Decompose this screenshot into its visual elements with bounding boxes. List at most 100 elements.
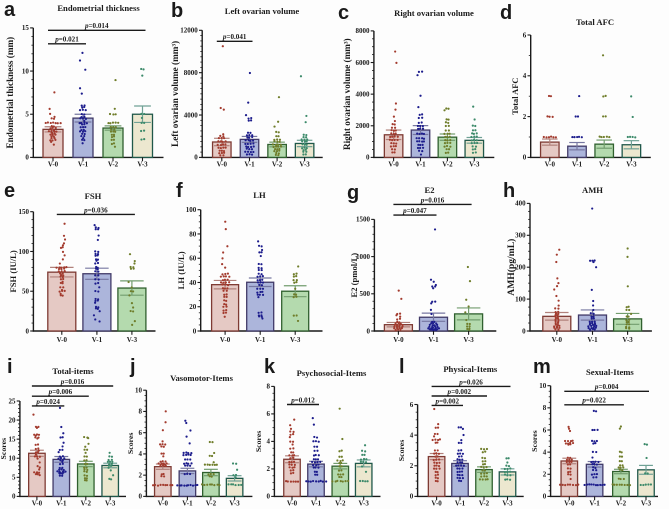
svg-text:LH: LH <box>253 190 266 200</box>
svg-text:V-2: V-2 <box>206 500 217 508</box>
svg-text:0: 0 <box>366 154 370 162</box>
svg-text:V-3: V-3 <box>502 500 513 508</box>
svg-text:l: l <box>399 356 405 378</box>
svg-text:Vasomotor-Items: Vasomotor-Items <box>170 373 234 383</box>
svg-text:Left ovarian volume (mm³): Left ovarian volume (mm³) <box>170 41 180 147</box>
svg-text:200: 200 <box>515 264 526 272</box>
svg-text:0: 0 <box>367 327 371 335</box>
svg-text:Psychosocial-Items: Psychosocial-Items <box>297 368 367 378</box>
svg-text:0: 0 <box>522 327 526 335</box>
svg-text:E2 (pmol/L): E2 (pmol/L) <box>349 253 359 298</box>
svg-text:10: 10 <box>135 387 143 395</box>
svg-text:2: 2 <box>267 465 271 473</box>
svg-text:p=0.036: p=0.036 <box>83 206 108 214</box>
svg-text:V-2: V-2 <box>335 500 346 508</box>
svg-text:V-3: V-3 <box>105 500 116 508</box>
svg-text:E2: E2 <box>424 185 434 195</box>
svg-text:4: 4 <box>543 448 547 456</box>
svg-text:AMH(pg/mL): AMH(pg/mL) <box>506 239 517 296</box>
svg-text:b: b <box>171 0 183 22</box>
svg-text:V-1: V-1 <box>311 500 322 508</box>
svg-text:Scores: Scores <box>397 440 406 462</box>
svg-text:10: 10 <box>539 382 547 390</box>
svg-text:p=0.021: p=0.021 <box>54 36 79 44</box>
svg-text:e: e <box>4 180 15 202</box>
svg-text:V-3: V-3 <box>359 500 370 508</box>
svg-text:FSH: FSH <box>85 191 102 201</box>
svg-text:V-1: V-1 <box>56 500 67 508</box>
svg-text:0: 0 <box>26 327 30 335</box>
svg-text:6: 6 <box>139 429 143 437</box>
svg-text:0: 0 <box>194 154 198 162</box>
svg-text:V-0: V-0 <box>158 500 169 508</box>
svg-text:V-3: V-3 <box>463 336 474 344</box>
svg-text:AMH: AMH <box>582 185 603 195</box>
svg-text:8: 8 <box>543 404 547 412</box>
svg-text:2: 2 <box>139 471 143 479</box>
svg-text:0: 0 <box>139 493 143 501</box>
svg-text:V-3: V-3 <box>469 161 480 169</box>
svg-text:V-3: V-3 <box>127 336 138 344</box>
svg-text:V-2: V-2 <box>108 161 119 169</box>
svg-text:V-1: V-1 <box>244 161 255 169</box>
svg-text:V-1: V-1 <box>572 161 583 169</box>
svg-text:p=0.026: p=0.026 <box>458 378 483 386</box>
svg-text:0: 0 <box>267 493 271 501</box>
svg-text:V-0: V-0 <box>217 161 228 169</box>
svg-text:V-3: V-3 <box>622 336 633 344</box>
svg-text:V-3: V-3 <box>299 161 310 169</box>
svg-text:p=0.002: p=0.002 <box>447 388 472 396</box>
svg-text:5: 5 <box>12 474 16 482</box>
svg-text:V-2: V-2 <box>599 161 610 169</box>
svg-text:V-0: V-0 <box>552 336 563 344</box>
svg-text:p=0.004: p=0.004 <box>594 383 619 391</box>
svg-text:Scores: Scores <box>530 430 539 452</box>
svg-text:V-2: V-2 <box>81 500 92 508</box>
svg-text:V-1: V-1 <box>587 336 598 344</box>
svg-text:V-0: V-0 <box>57 336 68 344</box>
svg-text:d: d <box>500 2 512 24</box>
svg-text:p=0.024: p=0.024 <box>35 398 60 406</box>
svg-text:p=0.047: p=0.047 <box>402 207 427 215</box>
svg-text:Left ovarian volume: Left ovarian volume <box>225 6 300 16</box>
svg-text:V-1: V-1 <box>415 161 426 169</box>
svg-text:V-1: V-1 <box>92 336 103 344</box>
svg-text:Total AFC: Total AFC <box>511 78 520 115</box>
svg-text:V-0: V-0 <box>388 161 399 169</box>
svg-text:2000: 2000 <box>356 122 371 130</box>
svg-text:V-1: V-1 <box>78 161 89 169</box>
svg-text:20: 20 <box>9 416 17 424</box>
svg-text:V-2: V-2 <box>272 161 283 169</box>
svg-text:p=0.014: p=0.014 <box>84 22 109 30</box>
svg-text:4: 4 <box>410 431 414 439</box>
svg-text:g: g <box>347 182 359 204</box>
svg-text:40: 40 <box>189 279 197 287</box>
svg-text:4000: 4000 <box>356 90 371 98</box>
svg-text:4: 4 <box>267 438 271 446</box>
svg-text:8000: 8000 <box>184 69 199 77</box>
svg-text:6: 6 <box>410 401 414 409</box>
svg-text:p=0.016: p=0.016 <box>420 196 445 204</box>
svg-text:p=0.002: p=0.002 <box>435 397 460 405</box>
svg-text:Scores: Scores <box>0 438 8 460</box>
svg-text:2: 2 <box>543 471 547 479</box>
svg-text:Right ovarian volume (mm³): Right ovarian volume (mm³) <box>342 38 352 150</box>
svg-text:V-0: V-0 <box>393 336 404 344</box>
svg-text:0: 0 <box>193 327 197 335</box>
svg-text:Endometrial thickness: Endometrial thickness <box>57 3 140 13</box>
svg-text:j: j <box>129 356 136 378</box>
svg-text:Physical-Items: Physical-Items <box>443 364 498 374</box>
svg-text:V-0: V-0 <box>220 336 231 344</box>
svg-text:6: 6 <box>543 426 547 434</box>
svg-text:Total-items: Total-items <box>52 366 94 376</box>
svg-text:8: 8 <box>267 383 271 391</box>
svg-text:Sexual-Items: Sexual-Items <box>586 367 634 377</box>
svg-text:V-3: V-3 <box>229 500 240 508</box>
svg-text:LH (IU/L): LH (IU/L) <box>176 251 186 289</box>
svg-text:1500: 1500 <box>356 216 371 224</box>
svg-text:V-2: V-2 <box>479 500 490 508</box>
svg-text:V-3: V-3 <box>137 161 148 169</box>
svg-text:10: 10 <box>22 67 30 75</box>
svg-text:8000: 8000 <box>356 27 371 35</box>
svg-text:p=0.006: p=0.006 <box>48 388 73 396</box>
